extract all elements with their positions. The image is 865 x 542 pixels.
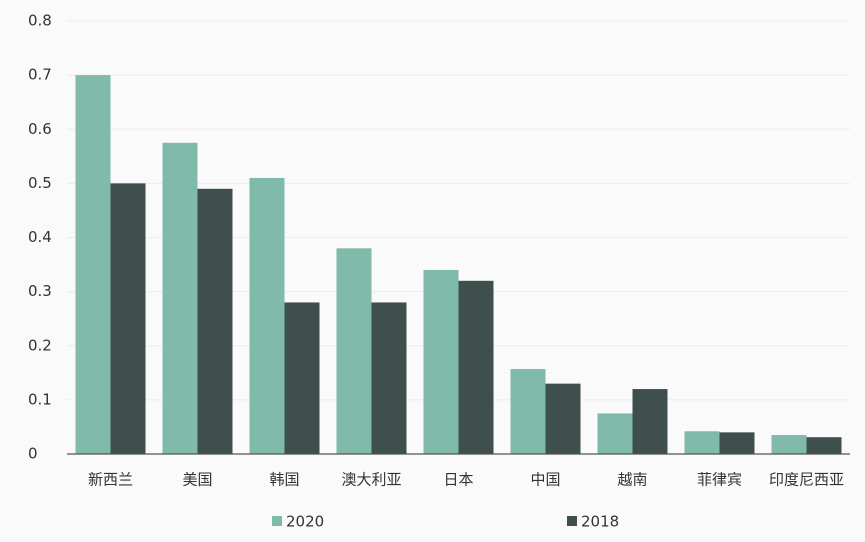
- bar: [249, 177, 285, 454]
- bar: [684, 431, 720, 454]
- legend-label: 2018: [581, 513, 619, 531]
- x-tick-label: 菲律宾: [697, 471, 742, 489]
- bar: [423, 269, 459, 454]
- legend-swatch: [567, 516, 577, 526]
- y-tick-label: 0.6: [28, 120, 52, 138]
- x-tick-label: 印度尼西亚: [769, 471, 844, 489]
- y-tick-label: 0.2: [28, 336, 52, 354]
- y-tick-label: 0.3: [28, 282, 52, 300]
- bar: [510, 369, 546, 454]
- legend-label: 2020: [286, 513, 324, 531]
- bar: [806, 437, 842, 454]
- y-tick-label: 0.7: [28, 66, 52, 84]
- bar: [162, 142, 198, 454]
- bar: [632, 389, 668, 454]
- x-tick-label: 新西兰: [88, 471, 133, 489]
- x-tick-label: 澳大利亚: [341, 471, 401, 489]
- legend-swatch: [272, 516, 282, 526]
- bar: [771, 435, 807, 454]
- x-tick-label: 韩国: [269, 471, 299, 489]
- y-tick-label: 0.1: [28, 390, 52, 408]
- x-tick-label: 美国: [182, 471, 212, 489]
- bar: [75, 75, 111, 454]
- bar: [197, 188, 233, 454]
- bar: [110, 183, 146, 454]
- bar: [545, 383, 581, 454]
- y-tick-label: 0.8: [28, 12, 52, 30]
- x-tick-label: 日本: [443, 471, 473, 489]
- x-tick-label: 中国: [530, 471, 560, 489]
- x-tick-label: 越南: [617, 471, 647, 489]
- bar: [336, 248, 372, 454]
- bar: [458, 280, 494, 454]
- y-tick-label: 0: [28, 445, 38, 463]
- bar: [719, 432, 755, 454]
- bar: [597, 413, 633, 454]
- y-tick-label: 0.4: [28, 228, 52, 246]
- y-tick-label: 0.5: [28, 174, 52, 192]
- bar: [371, 302, 407, 454]
- bar: [284, 302, 320, 454]
